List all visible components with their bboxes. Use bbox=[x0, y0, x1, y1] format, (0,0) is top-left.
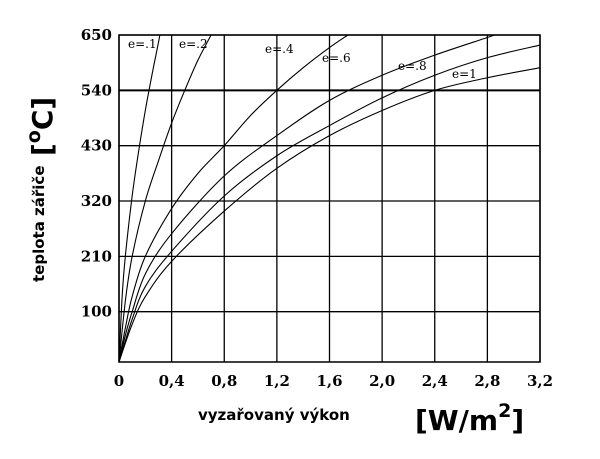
series-label: e=.4 bbox=[265, 42, 294, 56]
series-line bbox=[118, 34, 212, 363]
curve-labels: e=.1 e=.2 e=.4 e=.6 e=.8 e=1 bbox=[128, 37, 477, 81]
y-tick-label: 320 bbox=[81, 192, 112, 210]
plot-frame bbox=[118, 34, 541, 363]
y-axis-title: teplota zářiče bbox=[30, 166, 48, 283]
x-axis-title: vyzařovaný výkon bbox=[198, 406, 350, 424]
y-tick-label: 100 bbox=[81, 303, 112, 321]
y-tick-label: 650 bbox=[81, 26, 112, 44]
series-label: e=.8 bbox=[398, 59, 427, 73]
x-unit-sup: 2 bbox=[498, 400, 511, 422]
y-tick-label: 210 bbox=[81, 247, 112, 265]
x-unit-close: ] bbox=[511, 404, 524, 437]
series-label: e=.1 bbox=[128, 37, 157, 51]
x-tick-label: 2,0 bbox=[369, 372, 395, 390]
series-line bbox=[118, 34, 349, 363]
x-tick-label: 0,8 bbox=[211, 372, 237, 390]
series-line bbox=[118, 67, 541, 363]
y-axis-unit: [oC] bbox=[23, 97, 59, 156]
y-tick-labels: 100 210 320 430 540 650 bbox=[81, 26, 112, 321]
x-tick-label: 2,8 bbox=[474, 372, 500, 390]
x-tick-label: 1,6 bbox=[316, 372, 342, 390]
x-tick-label: 1,2 bbox=[264, 372, 290, 390]
x-tick-label: 3,2 bbox=[527, 372, 553, 390]
grid bbox=[118, 34, 541, 362]
series-line bbox=[118, 44, 541, 363]
y-unit-close: C] bbox=[26, 97, 59, 130]
series-line bbox=[118, 34, 161, 363]
series-label: e=.2 bbox=[179, 37, 208, 51]
series-label: e=1 bbox=[452, 67, 477, 81]
y-unit-sup: o bbox=[23, 130, 45, 143]
y-unit-open: [ bbox=[26, 143, 59, 156]
series-line bbox=[118, 34, 495, 363]
x-tick-label: 0,4 bbox=[159, 372, 185, 390]
x-unit-open: [W/m bbox=[415, 404, 498, 437]
x-axis-unit: [W/m2] bbox=[415, 400, 524, 437]
curves bbox=[118, 34, 541, 363]
series-label: e=.6 bbox=[322, 51, 351, 65]
x-tick-label: 2,4 bbox=[422, 372, 448, 390]
y-tick-label: 430 bbox=[81, 137, 112, 155]
x-tick-label: 0 bbox=[114, 372, 124, 390]
y-tick-label: 540 bbox=[81, 81, 112, 99]
y-axis-title-group: teplota zářiče [oC] bbox=[23, 97, 59, 282]
x-tick-labels: 0 0,4 0,8 1,2 1,6 2,0 2,4 2,8 3,2 bbox=[114, 372, 553, 390]
